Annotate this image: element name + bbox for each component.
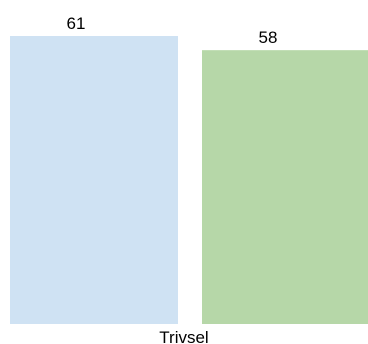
data-label-2: 58: [259, 28, 278, 47]
bar-1: [10, 36, 178, 324]
labels-layer: 61 58: [67, 14, 278, 47]
bar-2: [202, 50, 368, 324]
category-label: Trivsel: [159, 328, 208, 344]
bars-layer: [10, 36, 368, 324]
data-label-1: 61: [67, 14, 86, 33]
